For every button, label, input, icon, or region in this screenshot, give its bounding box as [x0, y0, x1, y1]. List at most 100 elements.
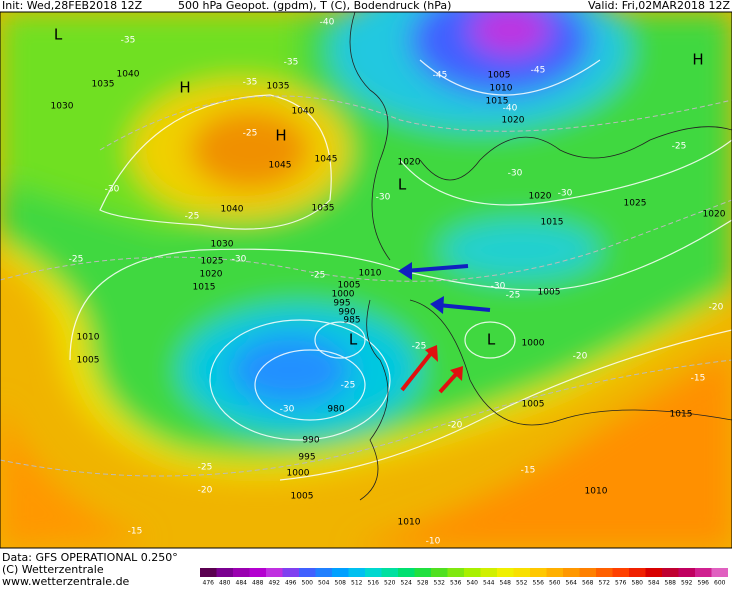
- temperature-label: -20: [448, 421, 463, 431]
- temperature-label: -35: [243, 78, 258, 88]
- colorbar-label: 480: [219, 580, 231, 587]
- isobar-label: 1045: [269, 161, 292, 171]
- colorbar-swatch: [695, 568, 712, 577]
- pressure-center: L: [487, 331, 496, 349]
- isobar-label: 1015: [670, 410, 693, 420]
- temperature-label: -20: [709, 303, 724, 313]
- colorbar-label: 516: [368, 580, 380, 587]
- colorbar-label: 476: [203, 580, 215, 587]
- colorbar-label: 560: [549, 580, 561, 587]
- temperature-label: -25: [198, 463, 213, 473]
- temperature-label: -15: [691, 374, 706, 384]
- init-time: Init: Wed,28FEB2018 12Z: [2, 0, 143, 12]
- colorbar-swatch: [480, 568, 497, 577]
- temperature-label: -45: [531, 66, 546, 76]
- coastlines: [349, 12, 732, 501]
- isobar-label: 1000: [332, 290, 355, 300]
- isobar-label: 1020: [502, 116, 525, 126]
- blue-arrowhead: [398, 262, 412, 280]
- colorbar-label: 544: [483, 580, 495, 587]
- colorbar-label: 536: [450, 580, 462, 587]
- temperature-label: -40: [503, 104, 518, 114]
- colorbar-swatch: [381, 568, 398, 577]
- isobar-label: 1015: [486, 97, 509, 107]
- wind-arrows: [398, 262, 491, 394]
- temperature-label: -25: [341, 381, 356, 391]
- isobar-label: 1030: [51, 102, 74, 112]
- blue-arrow: [404, 264, 469, 273]
- colorbar-swatch: [662, 568, 679, 577]
- temperature-label: -25: [185, 212, 200, 222]
- colorbar-swatch: [315, 568, 332, 577]
- isobar-label: 1020: [529, 192, 552, 202]
- colorbar-label: 488: [252, 580, 264, 587]
- colorbar-label: 504: [318, 580, 330, 587]
- red-arrowhead: [425, 345, 438, 362]
- temperature-label: -30: [280, 405, 295, 415]
- isobar-label: 1010: [585, 487, 608, 497]
- isobar-label: 1035: [312, 204, 335, 214]
- isobar-label: 1005: [338, 281, 361, 291]
- isobar-label: 995: [333, 299, 350, 309]
- colorbar-swatch: [711, 568, 728, 577]
- colorbar-label: 588: [665, 580, 677, 587]
- colorbar-label: 596: [698, 580, 710, 587]
- isobar-label: 980: [327, 405, 344, 415]
- colorbar-label: 520: [384, 580, 396, 587]
- temperature-label: -20: [573, 352, 588, 362]
- colorbar-label: 496: [285, 580, 297, 587]
- temperature-label: -45: [433, 71, 448, 81]
- colorbar-label: 492: [269, 580, 281, 587]
- isobar-label: 1030: [211, 240, 234, 250]
- isobar-label: 1000: [287, 469, 310, 479]
- colorbar-swatch: [629, 568, 646, 577]
- isobars: [69, 59, 732, 481]
- colorbar-swatch: [612, 568, 629, 577]
- isobar-label: 1045: [315, 155, 338, 165]
- colorbar-label: 532: [434, 580, 446, 587]
- colorbar-swatch: [266, 568, 283, 577]
- isobar-label: 1035: [92, 80, 115, 90]
- blue-arrowhead: [430, 296, 444, 314]
- colorbar-swatch: [216, 568, 233, 577]
- isobar-label: 1040: [221, 205, 244, 215]
- colorbar-label: 540: [467, 580, 479, 587]
- isobar-label: 1020: [200, 270, 223, 280]
- colorbar-swatch: [497, 568, 514, 577]
- colorbar-swatch: [282, 568, 299, 577]
- colorbar-swatch: [579, 568, 596, 577]
- height-field: [0, 12, 732, 548]
- colorbar-swatch: [200, 568, 217, 577]
- isobar-label: 1040: [292, 107, 315, 117]
- colorbar-label: 564: [566, 580, 578, 587]
- colorbar-label: 592: [681, 580, 693, 587]
- colorbar-label: 500: [302, 580, 314, 587]
- temperature-label: -25: [311, 271, 326, 281]
- isobar-label: 990: [338, 308, 355, 318]
- red-arrow: [438, 370, 460, 394]
- website: www.wetterzentrale.de: [2, 575, 130, 588]
- colorbar-label: 568: [582, 580, 594, 587]
- isobar-label: 1010: [359, 269, 382, 279]
- pressure-center: L: [349, 331, 358, 349]
- temperature-label: -25: [243, 129, 258, 139]
- temperature-label: -30: [558, 189, 573, 199]
- valid-time: Valid: Fri,02MAR2018 12Z: [588, 0, 730, 12]
- colorbar-swatch: [563, 568, 580, 577]
- map: -35-35-40-45 -45-40-35-25-30-25-25 -30-25-…: [0, 12, 732, 548]
- colorbar-swatch: [546, 568, 563, 577]
- temperature-label: -30: [508, 169, 523, 179]
- colorbar-label: 580: [632, 580, 644, 587]
- red-arrow: [400, 350, 434, 392]
- isobar-label: 1010: [398, 518, 421, 528]
- map-frame: [0, 11, 732, 549]
- colorbar-label: 576: [615, 580, 627, 587]
- temperature-label: -30: [232, 255, 247, 265]
- temperature-label: -25: [506, 291, 521, 301]
- colorbar: 476 480 484 488 492 496 500 504 508 512 516 520 524 5…: [200, 568, 728, 587]
- isobar-label: 1005: [291, 492, 314, 502]
- temperature-label: -25: [69, 255, 84, 265]
- colorbar-swatch: [464, 568, 481, 577]
- colorbar-label: 584: [648, 580, 660, 587]
